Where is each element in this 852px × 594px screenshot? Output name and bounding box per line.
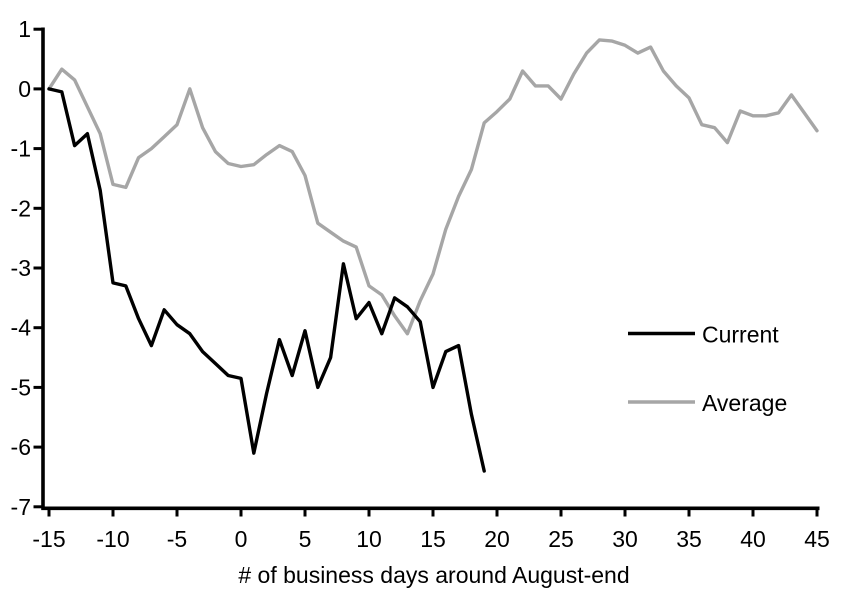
legend: Current Average: [628, 322, 787, 416]
y-tick-label: -2: [11, 195, 31, 221]
legend-current-label: Current: [702, 322, 779, 348]
y-tick-label: -1: [11, 136, 31, 162]
y-tick-label: 1: [18, 16, 31, 42]
legend-average-label: Average: [702, 390, 787, 416]
x-tick-label: 10: [356, 526, 382, 552]
y-tick-label: -3: [11, 255, 31, 281]
x-axis-ticks: -15 -10 -5 0 5 10 15 20 25 30 35 40 45: [32, 508, 830, 552]
x-tick-label: 45: [804, 526, 830, 552]
x-tick-label: -15: [32, 526, 65, 552]
series-current-line: [47, 87, 486, 473]
x-tick-label: 30: [612, 526, 638, 552]
x-tick-label: 0: [235, 526, 248, 552]
x-tick-label: 35: [676, 526, 702, 552]
x-tick-label: -5: [167, 526, 187, 552]
y-tick-label: 0: [18, 76, 31, 102]
x-tick-label: -10: [96, 526, 129, 552]
y-axis-ticks: 1 0 -1 -2 -3 -4 -5 -6 -7: [11, 16, 43, 520]
series-average-line: [47, 38, 819, 336]
x-tick-label: 20: [484, 526, 510, 552]
x-tick-label: 15: [420, 526, 446, 552]
plot-area: [43, 28, 820, 509]
x-tick-label: 25: [548, 526, 574, 552]
x-axis-title: # of business days around August-end: [238, 562, 629, 588]
x-tick-label: 5: [299, 526, 312, 552]
y-tick-label: -7: [11, 494, 31, 520]
y-tick-label: -5: [11, 374, 31, 400]
y-tick-label: -6: [11, 434, 31, 460]
y-tick-label: -4: [11, 315, 32, 341]
x-tick-label: 40: [740, 526, 766, 552]
